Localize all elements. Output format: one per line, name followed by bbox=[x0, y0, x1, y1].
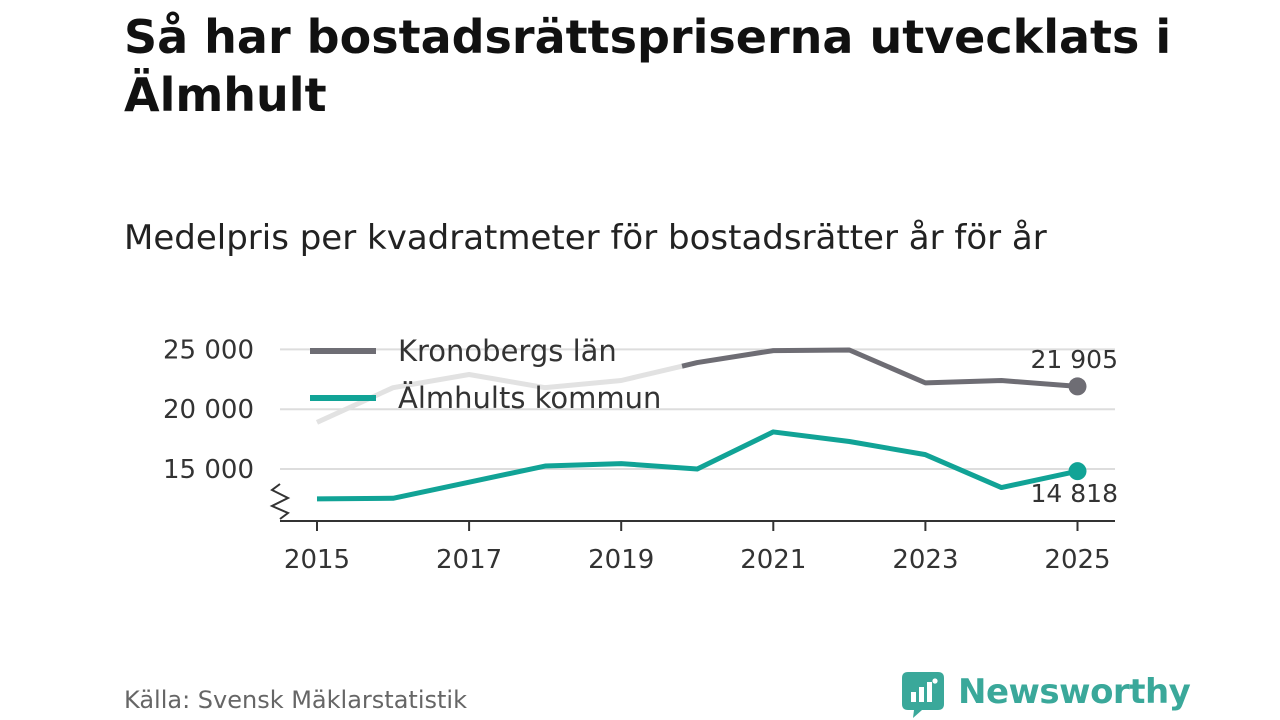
y-tick-label: 15 000 bbox=[163, 455, 254, 485]
x-tick-label: 2019 bbox=[588, 545, 654, 575]
brand-name: Newsworthy bbox=[958, 672, 1191, 712]
y-tick-label: 20 000 bbox=[163, 395, 254, 425]
series-line-faded-kronoberg bbox=[315, 363, 683, 425]
y-axis-ticks: 15 000 20 000 25 000 bbox=[163, 335, 254, 485]
newsworthy-logo-icon bbox=[902, 672, 944, 718]
end-point-kronoberg bbox=[1068, 377, 1087, 396]
x-axis: 2015 2017 2019 2021 2023 2025 bbox=[269, 483, 1115, 575]
legend-label-almhult: Älmhults kommun bbox=[398, 381, 661, 415]
x-tick-label: 2021 bbox=[740, 545, 806, 575]
x-tick-label: 2025 bbox=[1044, 545, 1110, 575]
source-note: Källa: Svensk Mäklarstatistik bbox=[124, 686, 467, 714]
y-tick-label: 25 000 bbox=[163, 335, 254, 365]
legend-label-kronoberg: Kronobergs län bbox=[398, 334, 617, 368]
end-labels: 21 905 14 818 bbox=[1031, 345, 1118, 508]
x-tick-label: 2015 bbox=[284, 545, 350, 575]
end-label-almhult: 14 818 bbox=[1031, 479, 1118, 508]
legend: Kronobergs län Älmhults kommun bbox=[310, 334, 661, 415]
chart-subtitle: Medelpris per kvadratmeter för bostadsrä… bbox=[124, 218, 1047, 258]
series-line-kronoberg bbox=[681, 347, 1078, 389]
end-point-almhult bbox=[1068, 462, 1087, 481]
x-tick-label: 2017 bbox=[436, 545, 502, 575]
chart-title: Så har bostadsrättspriserna utvecklats i… bbox=[124, 10, 1172, 122]
x-tick-label: 2023 bbox=[892, 545, 958, 575]
axis-break-icon bbox=[269, 483, 291, 520]
series-lines bbox=[315, 347, 1087, 502]
end-label-kronoberg: 21 905 bbox=[1031, 345, 1118, 374]
series-line-almhult bbox=[316, 429, 1079, 502]
